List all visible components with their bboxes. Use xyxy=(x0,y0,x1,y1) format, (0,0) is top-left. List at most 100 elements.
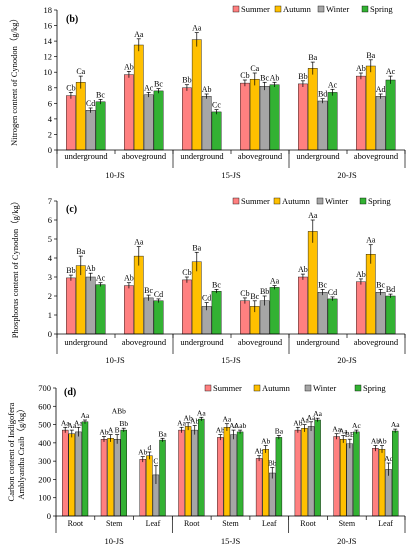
bar xyxy=(159,439,166,517)
x-category-label: Leaf xyxy=(146,519,161,528)
significance-letter: Ab xyxy=(371,437,380,446)
x-category-label: aboveground xyxy=(354,337,399,347)
significance-letter: Ca xyxy=(250,64,259,73)
significance-letter: Ba xyxy=(366,51,375,60)
bar xyxy=(75,431,82,517)
legend-swatch xyxy=(316,197,324,205)
bar xyxy=(153,300,164,335)
significance-letter: Cb xyxy=(240,289,249,298)
group-label: 15-JS xyxy=(221,536,241,546)
y-tick-label: 3 xyxy=(48,272,52,282)
significance-letter: Aa xyxy=(197,408,206,417)
group-label: 10-JS xyxy=(105,355,125,365)
bar xyxy=(182,87,192,151)
x-category-label: Stem xyxy=(339,519,356,528)
significance-letter: Aa xyxy=(313,409,322,418)
x-category-label: underground xyxy=(296,151,340,161)
significance-letter: Ab xyxy=(124,62,134,71)
bar xyxy=(143,297,154,335)
bar xyxy=(385,79,396,151)
bar xyxy=(133,44,144,151)
x-category-label: aboveground xyxy=(122,151,167,161)
legend-swatch xyxy=(317,5,325,13)
bar xyxy=(356,281,366,335)
significance-letter: Ba xyxy=(192,243,201,252)
y-tick-label: 10 xyxy=(44,67,53,77)
significance-letter: Aa xyxy=(61,418,70,427)
legend-label: Summer xyxy=(213,383,242,393)
legend-label: Spring xyxy=(370,4,393,14)
significance-letter: Cd xyxy=(202,294,211,303)
bar xyxy=(66,277,76,335)
y-tick-label: 16 xyxy=(44,21,53,31)
significance-letter: BB xyxy=(345,430,355,439)
bar xyxy=(327,92,338,151)
y-axis-title: Nitrogen content of Cynodon（g/kg） xyxy=(9,14,19,146)
bar xyxy=(75,82,86,151)
significance-letter: Aa xyxy=(134,238,144,247)
group-label: 15-JS xyxy=(221,170,241,180)
legend-label: Autumn xyxy=(262,383,291,393)
significance-letter: Aa xyxy=(339,427,348,436)
significance-letter: Cd xyxy=(328,288,337,297)
bar xyxy=(356,75,366,151)
bar xyxy=(375,96,386,151)
significance-letter: Aab xyxy=(234,421,247,430)
significance-letter: Ac xyxy=(386,67,396,76)
group-label: 10-JS xyxy=(104,536,124,546)
significance-letter: Aa xyxy=(223,415,232,424)
significance-letter: Ac xyxy=(96,274,106,283)
significance-letter: Bc xyxy=(212,280,221,289)
bar xyxy=(346,443,353,517)
bar xyxy=(153,90,164,151)
significance-letter: Aa xyxy=(366,236,376,245)
significance-letter: Ab xyxy=(298,265,308,274)
bar xyxy=(269,84,280,151)
bar xyxy=(146,455,153,517)
significance-letter: Bb xyxy=(66,266,75,275)
bar xyxy=(385,295,396,335)
bar xyxy=(95,101,106,151)
bar xyxy=(372,448,379,517)
x-category-label: underground xyxy=(180,337,224,347)
bar xyxy=(353,431,360,517)
bar xyxy=(240,82,250,151)
bar xyxy=(68,433,76,517)
bar xyxy=(191,261,202,335)
legend-swatch xyxy=(361,5,369,13)
significance-letter: Bd xyxy=(386,285,395,294)
significance-letter: Aa xyxy=(300,416,309,425)
significance-letter: ABb xyxy=(112,407,126,416)
bar xyxy=(62,429,69,517)
legend-label: Winter xyxy=(325,196,348,206)
bar xyxy=(365,253,376,335)
legend-label: Winter xyxy=(313,383,336,393)
bar xyxy=(240,300,250,335)
significance-letter: A xyxy=(108,426,114,435)
bar xyxy=(124,285,134,335)
significance-letter: Aa xyxy=(74,418,83,427)
bar xyxy=(85,276,96,335)
significance-letter: Aa xyxy=(81,411,90,420)
x-category-label: aboveground xyxy=(354,151,399,161)
significance-letter: Bc xyxy=(144,286,153,295)
significance-letter: Aa xyxy=(192,24,202,33)
legend-label: Summer xyxy=(241,196,270,206)
bar xyxy=(178,429,185,517)
significance-letter: Bd xyxy=(318,90,327,99)
significance-letter: Bc xyxy=(318,280,327,289)
significance-letter: Bc xyxy=(260,73,269,82)
x-category-label: aboveground xyxy=(122,337,167,347)
bar xyxy=(314,419,321,517)
y-tick-label: 4 xyxy=(48,114,53,124)
significance-letter: Ab xyxy=(124,274,134,283)
bar xyxy=(249,78,260,151)
bar xyxy=(365,65,376,151)
significance-letter: Aa xyxy=(308,211,318,220)
significance-letter: Bb xyxy=(298,72,307,81)
bar xyxy=(223,427,231,517)
bar xyxy=(107,438,114,517)
group-label: 20-JS xyxy=(337,355,357,365)
significance-letter: Ba xyxy=(76,247,85,256)
x-category-label: Stem xyxy=(106,519,123,528)
